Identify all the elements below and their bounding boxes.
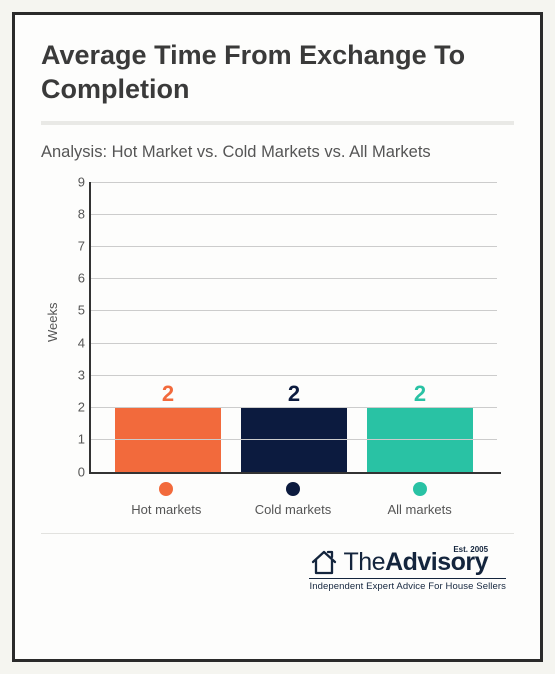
y-tick-label: 4 <box>71 335 85 350</box>
y-tick-label: 6 <box>71 271 85 286</box>
legend-dot-icon <box>413 482 427 496</box>
bar-value-label: 2 <box>414 381 426 407</box>
gridline <box>91 278 497 279</box>
gridline <box>91 182 497 183</box>
gridline <box>91 407 497 408</box>
x-axis-line <box>89 472 501 474</box>
y-tick-label: 5 <box>71 303 85 318</box>
legend-label: All markets <box>387 502 451 517</box>
y-tick-label: 1 <box>71 432 85 447</box>
legend-item: Hot markets <box>112 482 220 517</box>
chart-card: Average Time From Exchange To Completion… <box>12 12 543 662</box>
footer-rule <box>41 533 514 534</box>
chart-area: Weeks 222 0123456789 Hot marketsCold mar… <box>61 182 514 517</box>
y-tick-label: 2 <box>71 400 85 415</box>
y-tick-label: 7 <box>71 238 85 253</box>
advisory-logo: TheAdvisory Est. 2005 Independent Expert… <box>309 548 506 592</box>
gridline <box>91 246 497 247</box>
legend-dot-icon <box>286 482 300 496</box>
house-icon <box>309 548 339 576</box>
logo-tagline: Independent Expert Advice For House Sell… <box>309 578 506 592</box>
legend-label: Hot markets <box>131 502 201 517</box>
y-tick-label: 9 <box>71 174 85 189</box>
chart-subtitle: Analysis: Hot Market vs. Cold Markets vs… <box>41 143 514 162</box>
title-rule <box>41 121 514 125</box>
bar-cell: 2 <box>366 381 474 471</box>
logo-est: Est. 2005 <box>453 546 488 554</box>
branding-row: TheAdvisory Est. 2005 Independent Expert… <box>41 548 514 592</box>
bar-value-label: 2 <box>288 381 300 407</box>
y-axis-label: Weeks <box>45 302 60 342</box>
gridline <box>91 310 497 311</box>
y-tick-label: 0 <box>71 464 85 479</box>
bar-cell: 2 <box>114 381 222 471</box>
chart-title: Average Time From Exchange To Completion <box>41 39 514 107</box>
legend-item: Cold markets <box>239 482 347 517</box>
gridline <box>91 375 497 376</box>
logo-text-light: The <box>343 548 385 576</box>
plot-region: 222 0123456789 <box>89 182 497 472</box>
legend-dot-icon <box>159 482 173 496</box>
legend-label: Cold markets <box>255 502 332 517</box>
gridline <box>91 439 497 440</box>
bar-cell: 2 <box>240 381 348 471</box>
gridline <box>91 343 497 344</box>
y-tick-label: 3 <box>71 367 85 382</box>
gridline <box>91 214 497 215</box>
legend-container: Hot markets Cold markets All markets <box>89 472 497 517</box>
bar-value-label: 2 <box>162 381 174 407</box>
y-tick-label: 8 <box>71 206 85 221</box>
bars-container: 2 2 2 <box>91 182 497 472</box>
legend-item: All markets <box>366 482 474 517</box>
